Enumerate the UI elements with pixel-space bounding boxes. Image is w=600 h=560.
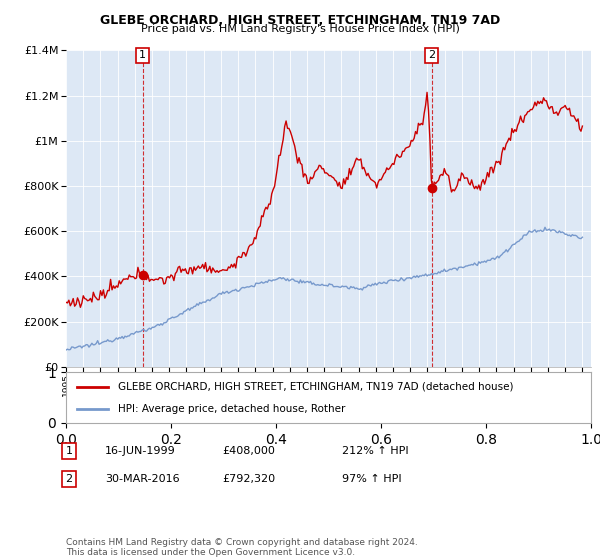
Text: 97% ↑ HPI: 97% ↑ HPI (342, 474, 401, 484)
Text: £408,000: £408,000 (222, 446, 275, 456)
Text: GLEBE ORCHARD, HIGH STREET, ETCHINGHAM, TN19 7AD (detached house): GLEBE ORCHARD, HIGH STREET, ETCHINGHAM, … (119, 381, 514, 391)
Text: Contains HM Land Registry data © Crown copyright and database right 2024.
This d: Contains HM Land Registry data © Crown c… (66, 538, 418, 557)
Text: 2: 2 (428, 50, 436, 60)
Text: 1: 1 (65, 446, 73, 456)
Text: Price paid vs. HM Land Registry's House Price Index (HPI): Price paid vs. HM Land Registry's House … (140, 24, 460, 34)
Text: HPI: Average price, detached house, Rother: HPI: Average price, detached house, Roth… (119, 404, 346, 414)
Text: 2: 2 (65, 474, 73, 484)
Text: GLEBE ORCHARD, HIGH STREET, ETCHINGHAM, TN19 7AD: GLEBE ORCHARD, HIGH STREET, ETCHINGHAM, … (100, 14, 500, 27)
Text: 212% ↑ HPI: 212% ↑ HPI (342, 446, 409, 456)
Text: 1: 1 (139, 50, 146, 60)
Text: 30-MAR-2016: 30-MAR-2016 (105, 474, 179, 484)
Text: £792,320: £792,320 (222, 474, 275, 484)
Text: 16-JUN-1999: 16-JUN-1999 (105, 446, 176, 456)
